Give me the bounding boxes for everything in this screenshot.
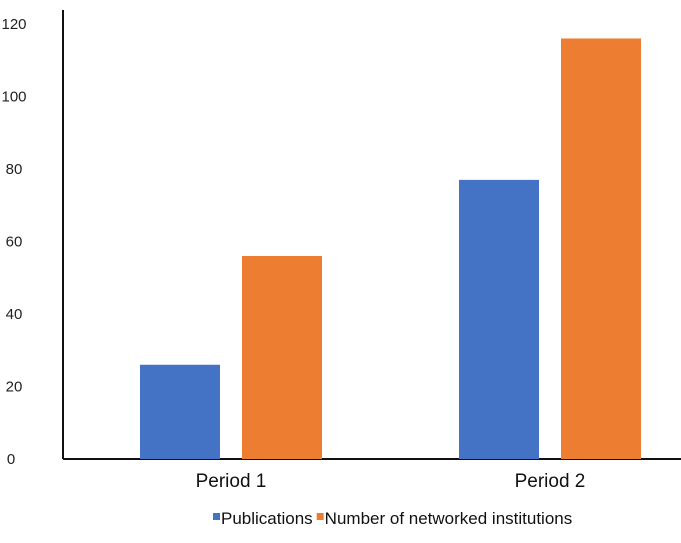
x-axis-category-labels: Period 1 Period 2 <box>196 471 586 492</box>
bar-publications-2 <box>459 179 539 459</box>
bar-networked-institutions-1 <box>242 256 322 459</box>
bars <box>140 38 641 459</box>
x-category-label: Period 2 <box>515 471 586 492</box>
y-tick-label: 80 <box>6 161 23 178</box>
legend-swatch <box>213 513 220 520</box>
y-tick-label: 120 <box>1 16 26 33</box>
legend-swatch <box>316 513 324 520</box>
x-category-label: Period 1 <box>196 471 267 492</box>
legend-label: Number of networked institutions <box>325 509 573 528</box>
bar-publications-1 <box>140 364 220 459</box>
y-tick-label: 20 <box>6 379 23 396</box>
legend: Publications Number of networked institut… <box>213 509 572 528</box>
y-tick-label: 60 <box>6 234 23 251</box>
y-tick-label: 0 <box>7 451 15 468</box>
y-tick-label: 40 <box>6 306 23 323</box>
y-tick-label: 100 <box>1 89 26 106</box>
y-axis-ticks: 0 20 40 60 80 100 120 <box>1 16 26 468</box>
bar-networked-institutions-2 <box>561 38 641 459</box>
legend-label: Publications <box>221 509 313 528</box>
